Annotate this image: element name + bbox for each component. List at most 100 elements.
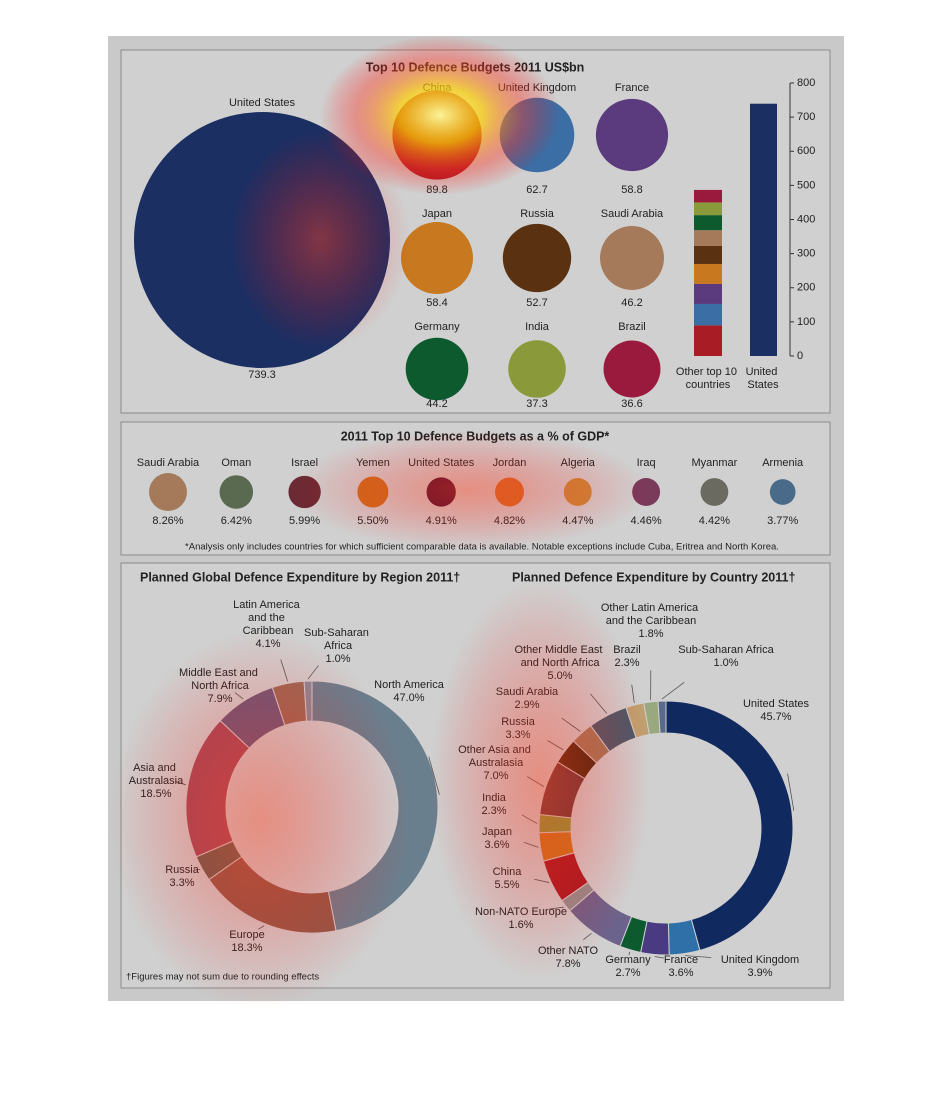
chart-title: 2011 Top 10 Defence Budgets as a % of GD… — [341, 429, 610, 443]
dot-label: Israel — [291, 457, 318, 469]
dot-value: 6.42% — [221, 515, 252, 527]
chart-title: Planned Global Defence Expenditure by Re… — [140, 570, 460, 584]
bar-segment — [694, 215, 722, 231]
slice-value: 18.5% — [140, 788, 171, 800]
dot — [700, 478, 729, 506]
bubble-label: Saudi Arabia — [601, 208, 664, 220]
slice-value: 5.0% — [547, 670, 572, 682]
slice-value: 3.3% — [505, 729, 530, 741]
chart-title: Top 10 Defence Budgets 2011 US$bn — [366, 60, 585, 74]
bubble-value: 37.3 — [526, 398, 547, 410]
slice-value: 2.9% — [514, 699, 539, 711]
dot — [769, 479, 796, 505]
donut-slice — [657, 700, 667, 734]
bubble — [499, 97, 575, 173]
bubble — [603, 340, 661, 398]
bubble-value: 58.4 — [426, 297, 447, 309]
bubble-value: 89.8 — [426, 184, 447, 196]
bar-segment — [694, 283, 722, 304]
bubble-label: Germany — [414, 321, 460, 333]
bubble-value: 52.7 — [526, 297, 547, 309]
dot-label: Iraq — [637, 457, 656, 469]
bubble-label: United States — [229, 97, 296, 109]
bubble — [405, 337, 469, 401]
bubble-value: 46.2 — [621, 297, 642, 309]
footnote: †Figures may not sum due to rounding eff… — [126, 972, 319, 983]
dot — [288, 475, 321, 509]
dot — [563, 478, 592, 506]
bubble-value: 44.2 — [426, 398, 447, 410]
dot-label: Algeria — [561, 457, 596, 469]
slice-label: United Kingdom — [721, 954, 799, 966]
dot-value: 4.42% — [699, 515, 730, 527]
slice-value: 3.6% — [484, 839, 509, 851]
chart-title: Planned Defence Expenditure by Country 2… — [512, 570, 795, 584]
slice-value: 1.8% — [638, 628, 663, 640]
bubble-label: France — [615, 82, 649, 94]
bar-label: Other top 10 countries — [676, 366, 740, 391]
slice-label: Other NATO — [538, 945, 599, 957]
slice-value: 3.3% — [169, 877, 194, 889]
slice-value: 7.9% — [207, 693, 232, 705]
slice-value: 2.3% — [614, 657, 639, 669]
y-tick-label: 500 — [797, 179, 815, 191]
dot — [357, 476, 389, 508]
note: *Analysis only includes countries for wh… — [185, 542, 779, 553]
slice-value: 3.6% — [668, 967, 693, 979]
bubble — [392, 90, 482, 180]
slice-value: 1.0% — [325, 653, 350, 665]
slice-label: United States — [743, 698, 810, 710]
dot-value: 4.46% — [630, 515, 661, 527]
slice-label: Asia and Australasia — [129, 762, 184, 787]
dot — [149, 473, 187, 511]
slice-label: Non-NATO Europe — [475, 906, 567, 918]
slice-value: 2.3% — [481, 805, 506, 817]
bubble — [401, 222, 473, 294]
dot-value: 4.91% — [426, 515, 457, 527]
bubble-value: 36.6 — [621, 398, 642, 410]
slice-label: Germany — [605, 954, 651, 966]
y-tick-label: 200 — [797, 282, 815, 294]
slice-label: Russia — [501, 716, 536, 728]
y-tick-label: 300 — [797, 248, 815, 260]
slice-value: 4.1% — [255, 638, 280, 650]
dot-label: Yemen — [356, 457, 390, 469]
slice-value: 7.8% — [555, 958, 580, 970]
bubble-label: Japan — [422, 208, 452, 220]
dot-label: Jordan — [493, 457, 527, 469]
bubble-label: Brazil — [618, 321, 646, 333]
dot — [219, 475, 254, 509]
slice-label: China — [493, 866, 523, 878]
slice-label: Other Latin America and the Caribbean — [601, 602, 701, 627]
slice-value: 1.0% — [713, 657, 738, 669]
donut-slice — [665, 700, 794, 952]
slice-label: North America — [374, 679, 445, 691]
bar — [750, 103, 777, 357]
bubble — [595, 98, 669, 172]
bar-segment — [694, 202, 722, 216]
leader-line — [787, 773, 795, 811]
dot — [426, 477, 456, 507]
slice-label: Europe — [229, 929, 264, 941]
slice-value: 3.9% — [747, 967, 772, 979]
bar-label: United States — [746, 366, 781, 391]
bar-segment — [694, 303, 722, 326]
bubble — [600, 226, 664, 290]
y-tick-label: 700 — [797, 111, 815, 123]
dot-label: Myanmar — [691, 457, 737, 469]
dot-label: United States — [408, 457, 475, 469]
slice-label: Other Asia and Australasia — [458, 744, 534, 769]
y-tick-label: 100 — [797, 316, 815, 328]
dot-label: Oman — [221, 457, 251, 469]
bubble — [508, 340, 566, 398]
bar-segment — [694, 325, 722, 356]
leader-line — [684, 955, 712, 958]
dot-value: 5.99% — [289, 515, 320, 527]
bubble — [134, 112, 390, 368]
bubble-value: 62.7 — [526, 184, 547, 196]
slice-label: Other Middle East and North Africa — [514, 644, 605, 669]
slice-label: Japan — [482, 826, 512, 838]
dot-value: 4.82% — [494, 515, 525, 527]
bar-segment — [694, 230, 722, 246]
